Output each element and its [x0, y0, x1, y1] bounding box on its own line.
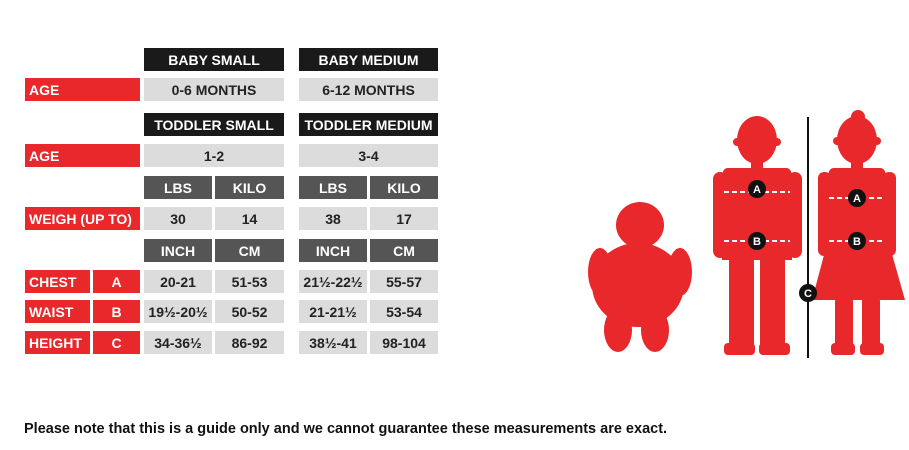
header-baby-small: BABY SMALL [144, 48, 284, 71]
marker-b-girl-icon: B [848, 232, 866, 250]
height-key: C [93, 331, 140, 354]
height-label: HEIGHT [25, 331, 90, 354]
age-label-baby: AGE [25, 78, 140, 101]
weight-kilo-small: 14 [215, 207, 284, 230]
marker-b-boy: B [753, 236, 761, 248]
header-baby-medium: BABY MEDIUM [299, 48, 438, 71]
weight-lbs-small: 30 [144, 207, 212, 230]
age-baby-small: 0-6 MONTHS [144, 78, 284, 101]
age-label-toddler: AGE [25, 144, 140, 167]
waist-cm-small: 50-52 [215, 300, 284, 323]
unit-lbs-medium: LBS [299, 176, 367, 199]
header-toddler-medium: TODDLER MEDIUM [299, 113, 438, 136]
header-toddler-small: TODDLER SMALL [144, 113, 284, 136]
waist-inch-medium: 21-21½ [299, 300, 367, 323]
unit-lbs-small: LBS [144, 176, 212, 199]
marker-b-boy-icon: B [748, 232, 766, 250]
unit-inch-small: INCH [144, 239, 212, 262]
height-cm-medium: 98-104 [370, 331, 438, 354]
age-toddler-small: 1-2 [144, 144, 284, 167]
marker-a-boy-icon: A [748, 180, 766, 198]
marker-c-icon: C [799, 284, 817, 302]
chest-label: CHEST [25, 270, 90, 293]
disclaimer-note: Please note that this is a guide only an… [24, 421, 668, 437]
age-toddler-medium: 3-4 [299, 144, 438, 167]
marker-b-girl: B [853, 236, 861, 248]
waist-cm-medium: 53-54 [370, 300, 438, 323]
marker-c: C [804, 288, 812, 300]
unit-inch-medium: INCH [299, 239, 367, 262]
chest-cm-medium: 55-57 [370, 270, 438, 293]
chest-inch-small: 20-21 [144, 270, 212, 293]
waist-inch-small: 19½-20½ [144, 300, 212, 323]
waist-label: WAIST [25, 300, 90, 323]
marker-a-boy: A [753, 184, 761, 196]
height-inch-medium: 38½-41 [299, 331, 367, 354]
weight-kilo-medium: 17 [370, 207, 438, 230]
unit-cm-small: CM [215, 239, 284, 262]
height-cm-small: 86-92 [215, 331, 284, 354]
unit-cm-medium: CM [370, 239, 438, 262]
age-baby-medium: 6-12 MONTHS [299, 78, 438, 101]
weight-label: WEIGH (UP TO) [25, 207, 140, 230]
baby-silhouette-icon [588, 202, 692, 352]
weight-lbs-medium: 38 [299, 207, 367, 230]
chest-key: A [93, 270, 140, 293]
unit-kilo-medium: KILO [370, 176, 438, 199]
marker-a-girl: A [853, 193, 861, 205]
height-inch-small: 34-36½ [144, 331, 212, 354]
unit-kilo-small: KILO [215, 176, 284, 199]
chest-inch-medium: 21½-22½ [299, 270, 367, 293]
waist-key: B [93, 300, 140, 323]
chest-cm-small: 51-53 [215, 270, 284, 293]
marker-a-girl-icon: A [848, 189, 866, 207]
